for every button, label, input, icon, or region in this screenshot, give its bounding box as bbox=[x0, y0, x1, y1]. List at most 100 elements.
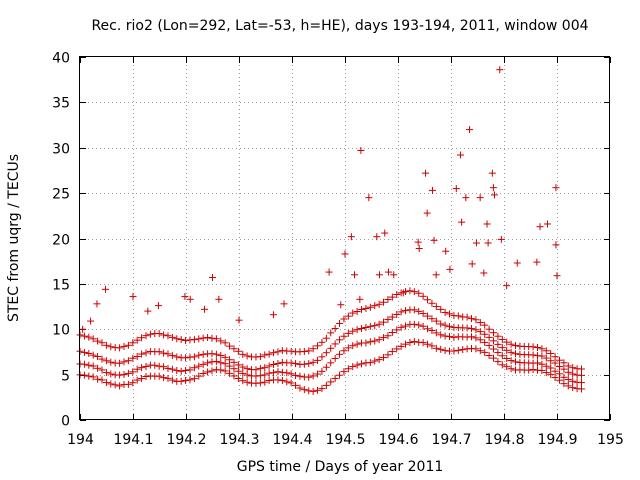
data-point bbox=[481, 348, 489, 356]
x-tick-labels: 194 194.1 194.2 194.3 194.4 194.5 194.6 194.7 19… bbox=[67, 432, 624, 448]
data-point bbox=[102, 357, 110, 365]
data-point bbox=[437, 331, 445, 339]
data-point bbox=[340, 332, 348, 340]
data-point bbox=[336, 319, 344, 327]
data-point bbox=[239, 377, 247, 385]
data-point bbox=[428, 342, 436, 350]
data-point bbox=[208, 334, 216, 342]
data-point bbox=[168, 365, 176, 373]
data-point bbox=[424, 340, 432, 348]
data-point bbox=[274, 368, 282, 376]
data-point bbox=[287, 379, 295, 387]
data-point bbox=[252, 366, 260, 374]
data-point bbox=[278, 377, 286, 385]
data-point bbox=[243, 352, 251, 360]
y-tick-label: 35 bbox=[52, 96, 70, 112]
data-point bbox=[337, 301, 345, 309]
data-point bbox=[547, 357, 555, 365]
data-point bbox=[402, 307, 410, 315]
data-point bbox=[362, 324, 370, 332]
data-point bbox=[274, 360, 282, 368]
data-point bbox=[221, 339, 229, 347]
data-point bbox=[265, 350, 273, 358]
data-point bbox=[555, 376, 563, 384]
data-point bbox=[168, 333, 176, 341]
data-point bbox=[182, 366, 190, 374]
data-point bbox=[381, 229, 389, 237]
data-point bbox=[498, 335, 506, 343]
data-point bbox=[490, 191, 498, 199]
data-point bbox=[547, 370, 555, 378]
data-point bbox=[533, 359, 541, 367]
data-point bbox=[551, 359, 559, 367]
data-point bbox=[446, 333, 454, 341]
data-point bbox=[393, 310, 401, 318]
data-point bbox=[116, 344, 124, 352]
data-point bbox=[529, 351, 537, 359]
data-point bbox=[133, 353, 141, 361]
data-point bbox=[344, 365, 352, 373]
data-point bbox=[538, 367, 546, 375]
data-point bbox=[490, 345, 498, 353]
data-point bbox=[190, 336, 198, 344]
x-tick-label: 194.7 bbox=[431, 432, 471, 448]
data-point bbox=[472, 316, 480, 324]
data-point bbox=[380, 354, 388, 362]
data-point bbox=[472, 345, 480, 353]
x-tick-label: 194.9 bbox=[537, 432, 577, 448]
data-point bbox=[138, 375, 146, 383]
data-point bbox=[480, 269, 488, 277]
data-point bbox=[446, 310, 454, 318]
data-point bbox=[498, 344, 506, 352]
data-point bbox=[120, 342, 128, 350]
data-point bbox=[164, 364, 172, 372]
data-point bbox=[547, 364, 555, 372]
data-point bbox=[190, 353, 198, 361]
data-point bbox=[551, 374, 559, 382]
data-point bbox=[498, 352, 506, 360]
data-point bbox=[107, 358, 115, 366]
data-point bbox=[476, 194, 484, 202]
data-point bbox=[89, 351, 97, 359]
data-point bbox=[353, 326, 361, 334]
data-point bbox=[124, 357, 132, 365]
data-point bbox=[234, 361, 242, 369]
data-point bbox=[507, 357, 515, 365]
data-point bbox=[186, 366, 194, 374]
data-point bbox=[472, 334, 480, 342]
data-point bbox=[428, 299, 436, 307]
data-point bbox=[503, 338, 511, 346]
data-point bbox=[80, 360, 88, 368]
data-point bbox=[94, 352, 102, 360]
data-point bbox=[234, 375, 242, 383]
y-tick-label: 40 bbox=[52, 51, 70, 67]
data-point bbox=[351, 271, 359, 279]
data-point bbox=[485, 352, 493, 360]
data-point bbox=[344, 344, 352, 352]
data-point bbox=[322, 334, 330, 342]
data-point bbox=[305, 373, 313, 381]
data-point bbox=[87, 317, 95, 325]
data-point bbox=[89, 335, 97, 343]
data-point bbox=[80, 332, 88, 340]
data-point bbox=[410, 288, 418, 296]
data-point bbox=[107, 380, 115, 388]
data-point bbox=[414, 238, 422, 246]
data-point bbox=[432, 344, 440, 352]
data-point bbox=[129, 354, 137, 362]
data-point bbox=[120, 358, 128, 366]
data-point bbox=[422, 169, 430, 177]
data-point bbox=[496, 66, 504, 74]
data-point bbox=[488, 169, 496, 177]
data-point bbox=[230, 345, 238, 353]
data-point bbox=[270, 361, 278, 369]
data-point bbox=[577, 385, 585, 393]
y-axis-title: STEC from uqrg / TECUs bbox=[6, 154, 22, 322]
data-point bbox=[287, 347, 295, 355]
data-point bbox=[494, 332, 502, 340]
data-point bbox=[362, 339, 370, 347]
data-point bbox=[280, 300, 288, 308]
data-point bbox=[494, 340, 502, 348]
data-point bbox=[569, 364, 577, 372]
data-point bbox=[155, 362, 163, 370]
